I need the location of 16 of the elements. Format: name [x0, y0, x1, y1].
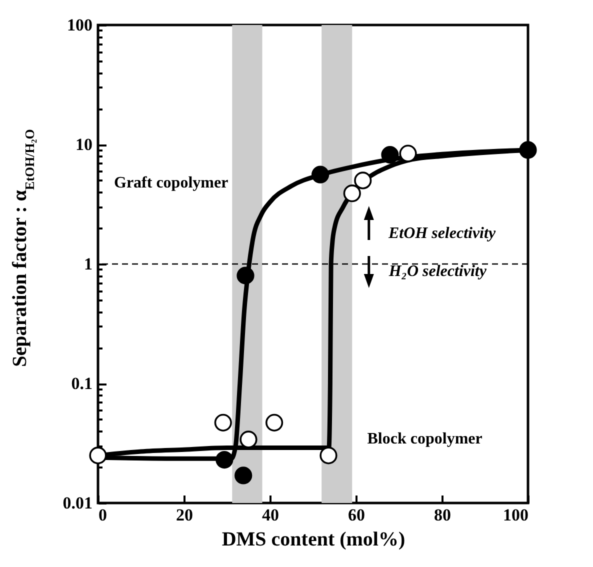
y-tick-label: 0.01	[62, 494, 92, 512]
x-tick-label: 40	[262, 506, 279, 524]
y-tick-label: 100	[67, 16, 92, 34]
y-tick-label: 10	[76, 135, 92, 154]
annotation: Block copolymer	[367, 430, 482, 448]
x-tick-label: 100	[503, 506, 528, 524]
x-axis-title: DMS content (mol%)	[222, 528, 406, 550]
x-tick-label: 60	[348, 506, 365, 524]
y-tick-label: 1	[84, 254, 92, 274]
x-tick-label: 0	[98, 506, 107, 524]
annotation: EtOH selectivity	[387, 224, 496, 242]
y-tick-label: 0.1	[71, 374, 92, 393]
annotation: H₂O selectivity	[388, 263, 488, 280]
x-tick-label: 80	[434, 506, 451, 524]
x-tick-label: 20	[176, 506, 193, 524]
annotation: Graft copolymer	[114, 174, 228, 192]
